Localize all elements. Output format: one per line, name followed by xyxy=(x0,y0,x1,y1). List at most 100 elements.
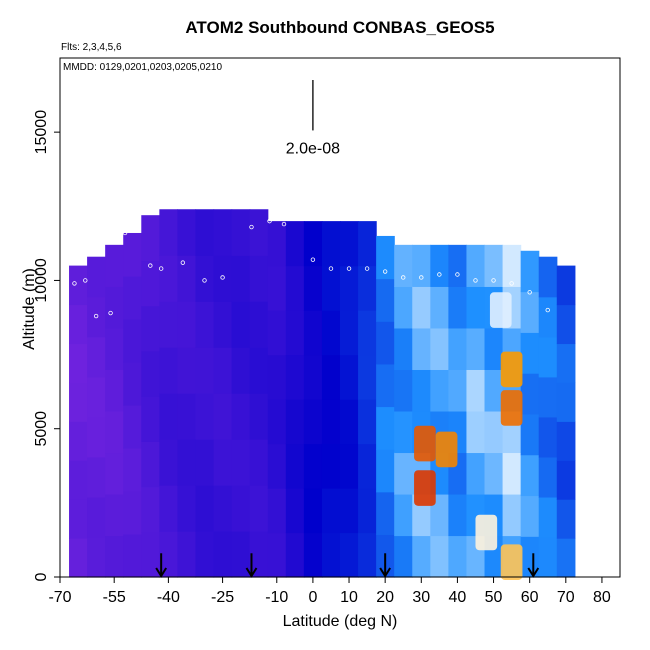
heatmap-cell xyxy=(213,439,233,486)
heatmap-cell xyxy=(141,396,160,442)
heatmap-cell xyxy=(303,221,323,267)
heatmap-cell xyxy=(87,256,106,298)
heatmap-cell xyxy=(249,301,269,348)
heatmap-cell xyxy=(87,456,106,498)
dates-note: MMDD: 0129,0201,0203,0205,0210 xyxy=(63,62,223,73)
heatmap-cell xyxy=(267,221,287,267)
heatmap-cell xyxy=(376,449,395,493)
heatmap-cell xyxy=(538,336,558,378)
heatmap-cell xyxy=(448,327,468,370)
heatmap-cell xyxy=(484,244,504,287)
heatmap-cell xyxy=(285,443,305,489)
heatmap-cell xyxy=(123,490,142,535)
y-tick-label: 5000 xyxy=(33,411,50,447)
flight-track-point xyxy=(158,266,164,271)
flight-track-point xyxy=(83,278,88,283)
heatmap-cell xyxy=(159,393,179,440)
flight-track-point xyxy=(455,272,460,277)
heatmap-cell xyxy=(87,336,106,378)
heatmap-cell xyxy=(358,399,377,445)
heatmap-cell xyxy=(520,495,540,537)
heatmap-cell xyxy=(394,286,413,329)
heatmap-cell xyxy=(141,260,160,307)
heatmap-cell xyxy=(430,493,449,537)
heatmap-cell xyxy=(105,410,124,454)
heatmap-cell xyxy=(195,485,215,532)
y-tick-label: 15000 xyxy=(33,110,50,155)
latitude-arrow-head xyxy=(245,567,258,578)
heatmap-cell xyxy=(267,443,287,489)
heatmap-cell xyxy=(466,327,486,370)
heatmap-cell xyxy=(358,310,377,356)
heatmap-cell xyxy=(69,265,88,306)
heatmap-cell xyxy=(394,327,413,370)
heatmap-cell xyxy=(195,209,215,256)
heatmap-cell xyxy=(303,265,323,311)
heatmap-cell xyxy=(267,399,287,445)
heatmap-cell xyxy=(358,354,377,400)
hotspot-cell xyxy=(500,544,523,580)
heatmap-cell xyxy=(177,255,197,302)
heatmap-cell xyxy=(69,304,88,345)
heatmap-cell xyxy=(285,354,305,400)
heatmap-cell xyxy=(520,413,540,456)
hotspot-cell xyxy=(414,425,436,462)
heatmap-cell xyxy=(249,209,269,256)
heatmap-cell xyxy=(321,488,341,534)
heatmap-cell xyxy=(303,399,323,445)
heatmap-cell xyxy=(466,452,486,495)
heatmap-cell xyxy=(321,443,341,489)
heatmap-cell xyxy=(231,531,251,578)
hotspot-cell xyxy=(414,470,436,506)
heatmap-cell xyxy=(466,244,486,287)
heatmap-cell xyxy=(159,347,179,394)
flight-track-point xyxy=(108,310,113,316)
flight-track-point xyxy=(419,275,424,280)
heatmap-cell xyxy=(448,369,468,412)
heatmap-cell xyxy=(231,209,251,256)
heatmap-cell xyxy=(412,535,431,578)
scale-bar-label: 2.0e-08 xyxy=(286,140,340,157)
heatmap-cell xyxy=(340,221,359,267)
hotspot-cell xyxy=(500,390,523,426)
heatmap-cell xyxy=(520,536,540,578)
heatmap-cell xyxy=(105,369,124,412)
heatmap-cell xyxy=(105,286,124,329)
heatmap-cell xyxy=(556,382,576,422)
heatmap-cell xyxy=(321,265,341,311)
heatmap-cell xyxy=(394,244,413,287)
heatmap-cell xyxy=(358,488,377,534)
heatmap-cell xyxy=(249,255,269,302)
x-axis-label: Latitude (deg N) xyxy=(282,613,398,630)
heatmap-cell xyxy=(321,532,341,578)
flight-track-point xyxy=(122,230,128,236)
heatmap-cell xyxy=(213,531,233,578)
x-tick-label: -25 xyxy=(211,589,234,606)
heatmap-cell xyxy=(448,244,468,287)
heatmap-cell xyxy=(556,265,576,306)
x-tick-label: -40 xyxy=(157,589,180,606)
flight-track-point xyxy=(401,275,406,280)
heatmap-cell xyxy=(87,416,106,458)
heatmap-cell xyxy=(159,531,179,578)
heatmap-cell xyxy=(285,399,305,445)
heatmap-cell xyxy=(448,493,468,537)
heatmap-cell xyxy=(123,533,142,578)
heatmap-cell xyxy=(159,255,179,302)
heatmap-cell xyxy=(267,310,287,356)
heatmap-cell xyxy=(538,296,558,338)
flight-track-point xyxy=(509,281,514,286)
heatmap-cell xyxy=(249,485,269,532)
heatmap-cell xyxy=(538,456,558,498)
heatmap-cell xyxy=(376,235,395,280)
flight-track-point xyxy=(281,221,287,227)
heatmap-cell xyxy=(105,244,124,287)
flights-note: Flts: 2,3,4,5,6 xyxy=(61,42,122,53)
heatmap-cell xyxy=(105,327,124,370)
heatmap-cell xyxy=(285,265,305,311)
flight-track-point xyxy=(72,281,77,286)
heatmap-cell xyxy=(340,443,359,489)
heatmap-cell xyxy=(466,286,486,329)
flight-track-point xyxy=(220,275,225,280)
heatmap-cell xyxy=(430,327,449,370)
